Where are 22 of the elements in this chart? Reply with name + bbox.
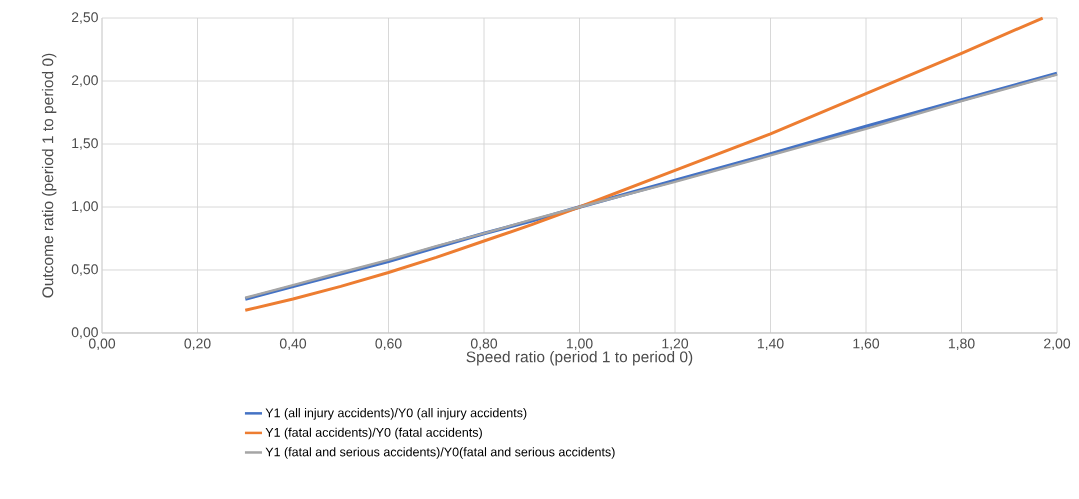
x-tick-label: 0,60 <box>375 338 402 351</box>
y-axis-title: Outcome ratio (period 1 to period 0) <box>41 53 57 298</box>
legend-label: Y1 (fatal and serious accidents)/Y0(fatal and serious accidents) <box>265 447 615 459</box>
y-tick-label: 1,00 <box>72 201 98 213</box>
y-tick-label: 1,50 <box>72 138 98 150</box>
x-axis-title: Speed ratio (period 1 to period 0) <box>466 350 693 366</box>
x-tick-label: 1,20 <box>662 338 689 351</box>
x-tick-label: 0,00 <box>88 338 116 351</box>
x-tick-label: 0,20 <box>184 338 211 351</box>
x-tick-label: 2,00 <box>1044 338 1071 351</box>
x-tick-label: 0,80 <box>470 338 498 351</box>
legend-label: Y1 (fatal accidents)/Y0 (fatal accidents) <box>265 427 482 440</box>
x-tick-label: 0,40 <box>279 338 307 351</box>
x-tick-label: 1,40 <box>757 338 784 351</box>
legend-label: Y1 (all injury accidents)/Y0 (all injury accidents) <box>265 408 527 420</box>
x-tick-label: 1,60 <box>853 338 880 351</box>
y-tick-label: 2,00 <box>71 75 98 87</box>
y-tick-label: 0,00 <box>71 327 98 339</box>
y-tick-label: 2,50 <box>71 12 98 24</box>
x-tick-label: 1,00 <box>566 338 593 351</box>
y-tick-label: 0,50 <box>71 264 98 276</box>
x-tick-label: 1,80 <box>948 338 975 351</box>
